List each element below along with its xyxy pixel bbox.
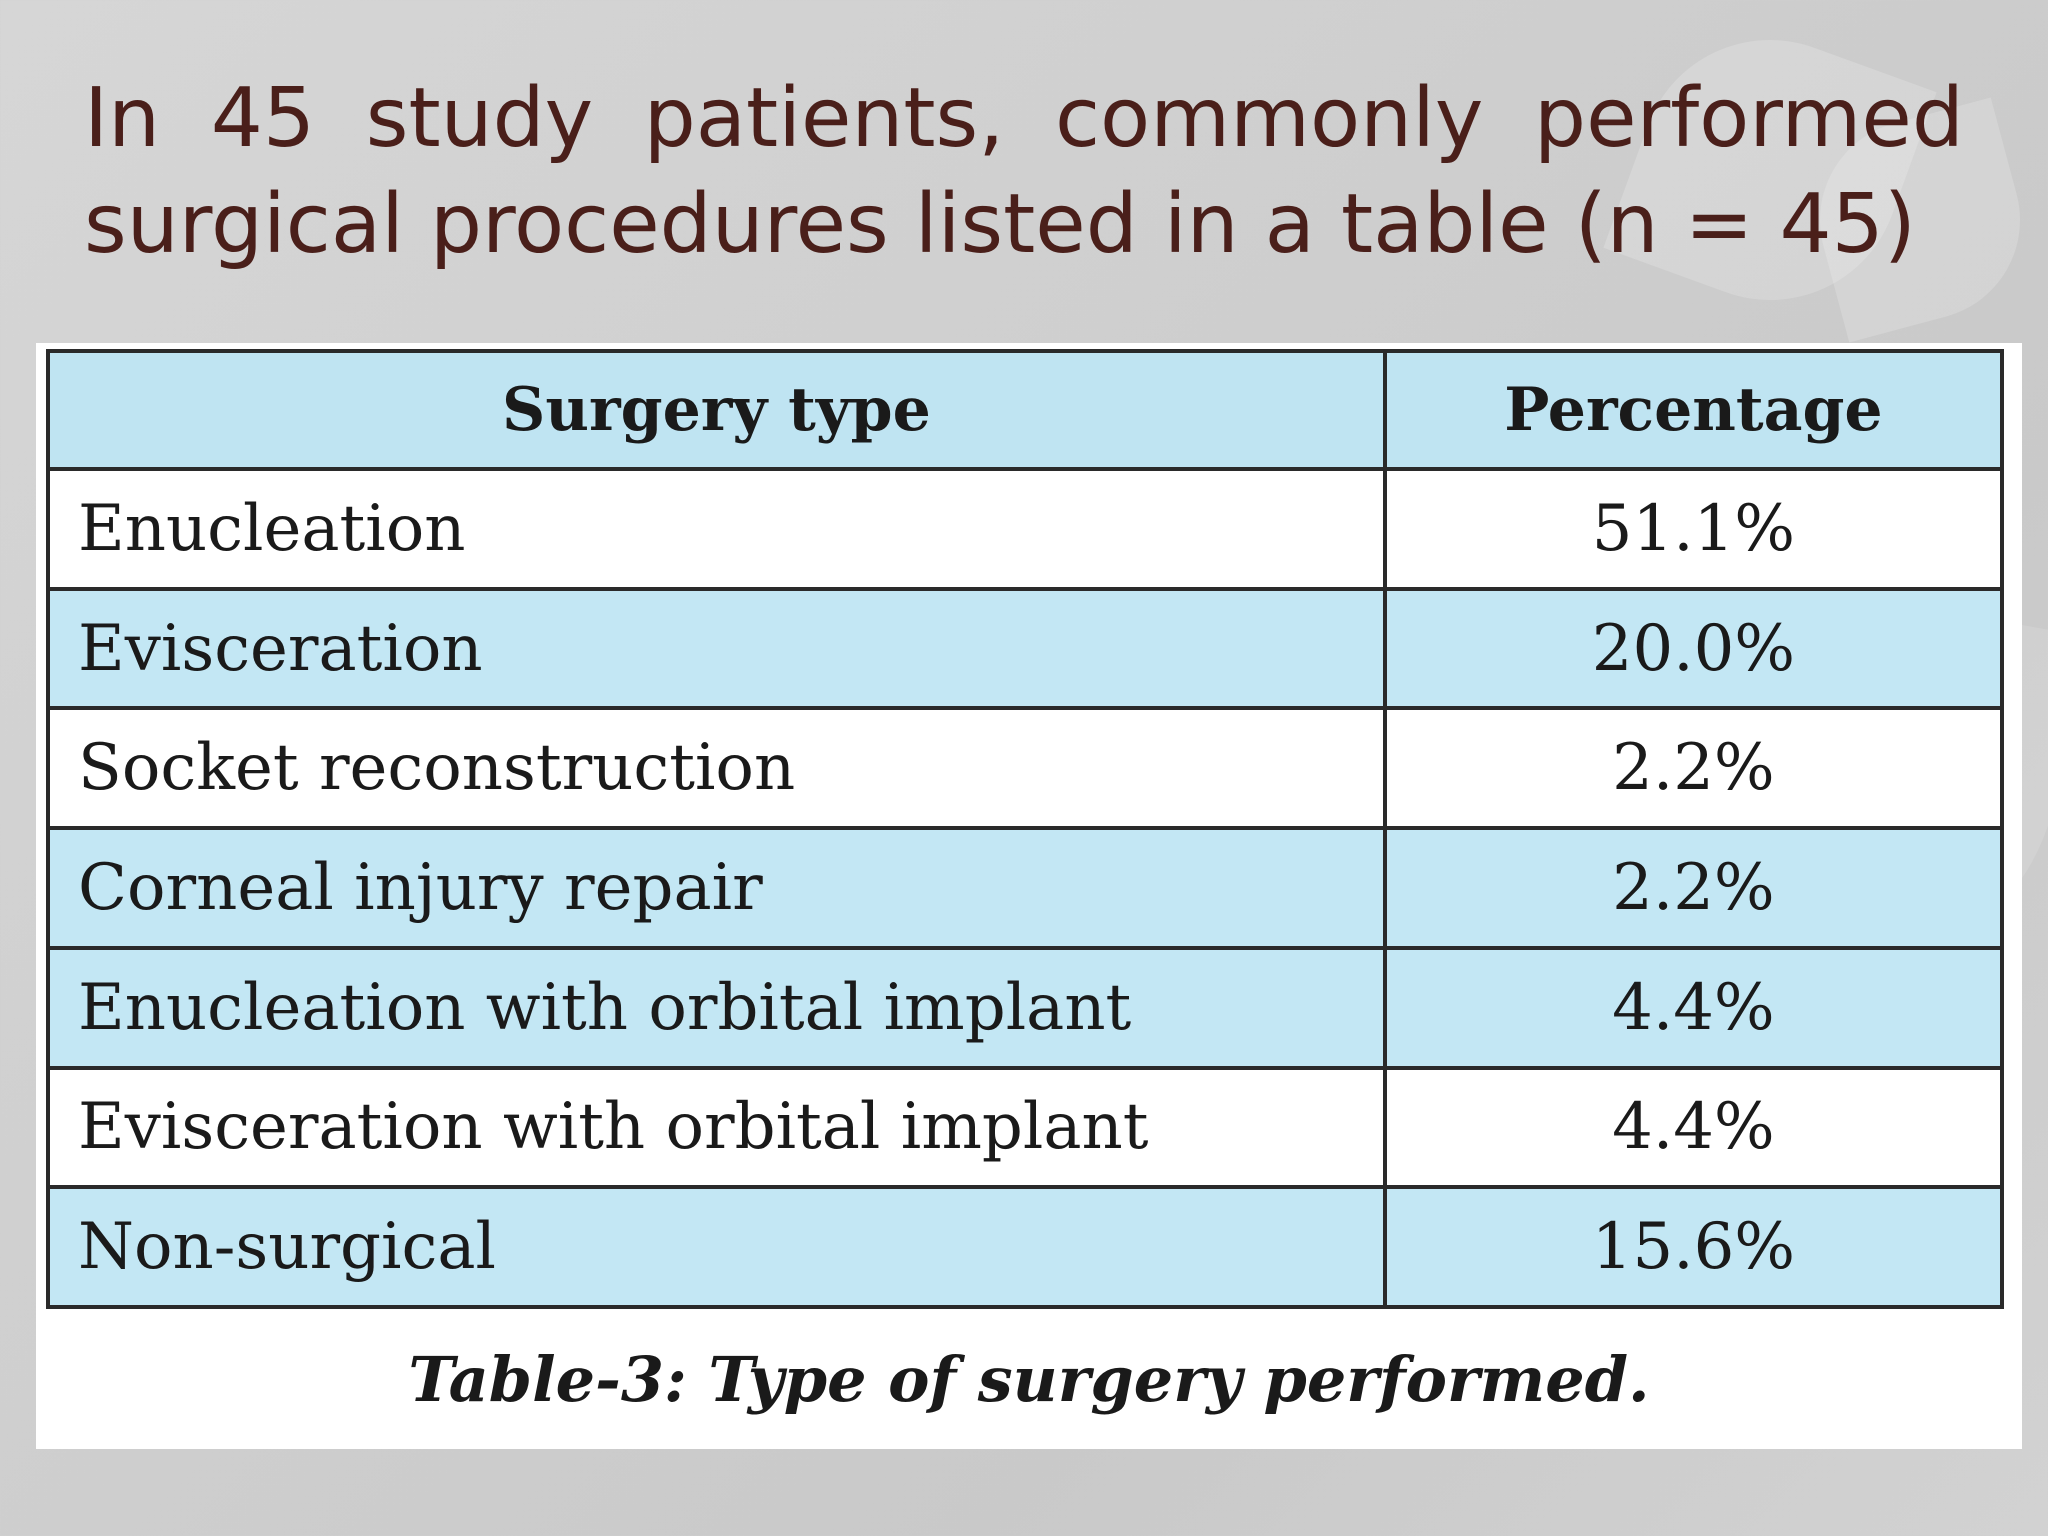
slide-title-line-1: In 45 study patients, commonly performed xyxy=(84,66,1964,172)
surgery-type-cell: Evisceration xyxy=(46,586,1387,711)
percentage-cell: 15.6% xyxy=(1382,1185,2005,1309)
title-word: commonly xyxy=(1054,71,1484,166)
percentage-cell: 4.4% xyxy=(1382,945,2005,1070)
surgery-type-table: Surgery type Percentage Enucleation 51.1… xyxy=(46,349,2005,1309)
header-surgery-type: Surgery type xyxy=(46,349,1387,471)
title-word: study xyxy=(365,71,594,166)
table-row: Enucleation 51.1% xyxy=(46,467,2005,591)
table-row: Corneal injury repair 2.2% xyxy=(46,826,2005,950)
title-word: performed xyxy=(1534,71,1964,166)
title-word: patients, xyxy=(643,71,1005,166)
scanned-table-image: Surgery type Percentage Enucleation 51.1… xyxy=(36,343,2022,1449)
table-row: Socket reconstruction 2.2% xyxy=(46,706,2005,831)
header-percentage: Percentage xyxy=(1382,349,2005,471)
table-caption: Table-3: Type of surgery performed. xyxy=(408,1343,1650,1416)
table-row: Evisceration 20.0% xyxy=(46,586,2005,711)
table-row: Enucleation with orbital implant 4.4% xyxy=(46,945,2005,1070)
percentage-cell: 51.1% xyxy=(1382,467,2005,591)
percentage-cell: 2.2% xyxy=(1382,826,2005,950)
slide-title-line-2: surgical procedures listed in a table (n… xyxy=(84,177,1916,272)
surgery-type-cell: Socket reconstruction xyxy=(46,706,1387,831)
percentage-cell: 4.4% xyxy=(1382,1065,2005,1190)
table-row: Non-surgical 15.6% xyxy=(46,1185,2005,1309)
title-word: In xyxy=(84,71,161,166)
table-header-row: Surgery type Percentage xyxy=(46,349,2005,471)
percentage-cell: 2.2% xyxy=(1382,706,2005,831)
surgery-type-cell: Enucleation xyxy=(46,467,1387,591)
percentage-cell: 20.0% xyxy=(1382,586,2005,711)
surgery-type-cell: Corneal injury repair xyxy=(46,826,1387,950)
slide-title: In 45 study patients, commonly performed… xyxy=(84,66,1964,278)
title-word: 45 xyxy=(210,71,316,166)
surgery-type-cell: Evisceration with orbital implant xyxy=(46,1065,1387,1190)
table-row: Evisceration with orbital implant 4.4% xyxy=(46,1065,2005,1190)
surgery-type-cell: Non-surgical xyxy=(46,1185,1387,1309)
surgery-type-cell: Enucleation with orbital implant xyxy=(46,945,1387,1070)
